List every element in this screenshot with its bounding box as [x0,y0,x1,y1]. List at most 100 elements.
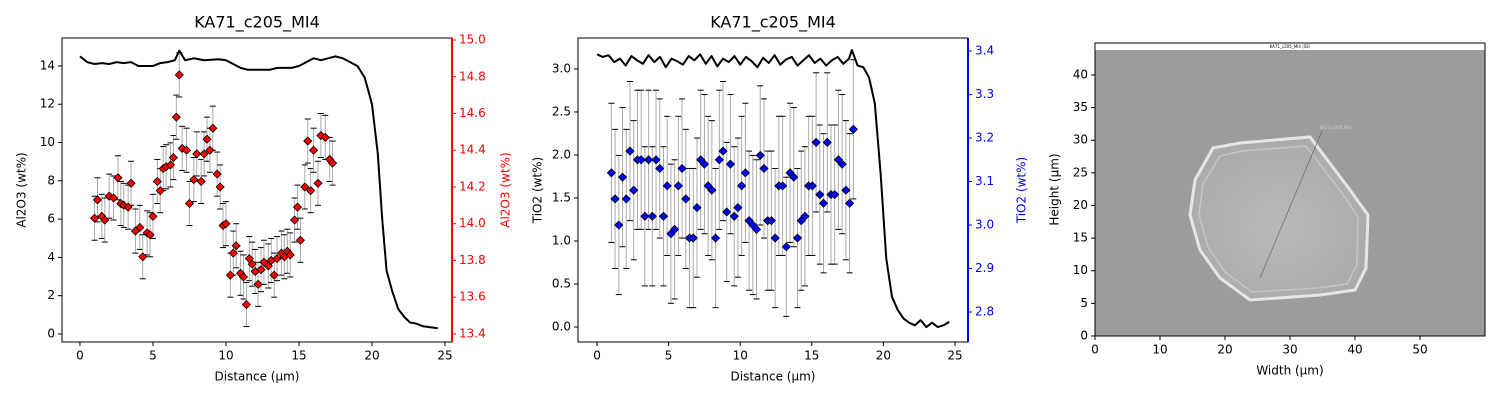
y2-axis-label: Al2O3 (wt%) [499,152,513,227]
profile-line [596,49,950,329]
x-tick-label: 0 [76,349,84,363]
data-point [841,185,851,195]
data-point [231,241,241,251]
data-point [725,159,736,169]
data-point [171,112,181,122]
data-point [629,185,639,195]
data-point [196,176,206,187]
x-tick-label: 5 [665,349,673,363]
data-point [610,194,620,204]
x-tick-label: 30 [1282,343,1297,357]
data-point [205,145,215,155]
data-point [320,132,330,142]
y-tick-label: 10 [1073,263,1088,277]
data-point [733,203,743,213]
y-tick-label: 25 [1073,165,1088,179]
data-point [123,202,133,212]
data-point [830,190,840,200]
data-point [303,136,313,146]
y-tick-label: 20 [1073,198,1088,212]
data-point [800,211,810,221]
y2-tick-label: 14.2 [459,179,486,193]
y-tick-label: 40 [1073,67,1088,81]
data-point [89,213,100,223]
x-tick-label: 50 [1412,343,1427,357]
y-tick-label: 3.0 [552,61,571,75]
data-point [285,250,295,260]
x-tick-label: 25 [437,349,452,363]
data-point [225,270,235,280]
y-tick-label: 8 [47,173,55,187]
y-tick-label: 0.0 [552,320,571,334]
data-point [148,211,158,221]
data-point [707,185,717,195]
data-point [658,211,669,221]
data-point [247,259,257,269]
x-tick-label: 40 [1347,343,1362,357]
y-tick-label: 6 [47,212,55,226]
data-point [807,181,817,191]
data-point [792,233,803,243]
data-point [113,173,123,183]
y-tick-label: 12 [40,97,55,111]
y2-tick-label: 3.1 [975,174,994,188]
y2-tick-label: 14.4 [459,143,486,157]
data-point [718,146,728,156]
y2-tick-label: 14.6 [459,106,486,120]
chart-title: KA71_c205_MI4 [710,13,836,33]
y2-tick-label: 2.8 [975,304,994,318]
x-axis-label: Width (µm) [1256,364,1323,378]
data-point [238,272,249,282]
data-point [138,252,148,262]
data-point [181,145,192,155]
y-tick-label: 15 [1073,231,1088,245]
y2-axis-label: TiO2 (wt%) [1015,157,1029,224]
data-point [253,279,263,289]
scan-line [1259,130,1323,279]
data-point [152,176,162,187]
data-point [295,235,306,245]
data-point [636,155,646,165]
grain [1188,135,1370,302]
y-tick-label: 10 [40,135,55,149]
y2-tick-label: 2.9 [975,261,994,275]
data-point [292,202,303,212]
y-tick-label: 0 [1080,329,1088,343]
y-tick-label: 14 [40,58,55,72]
data-point [241,299,251,310]
data-point [269,270,279,280]
data-point [606,168,616,178]
data-point [662,181,672,191]
x-tick-label: 10 [733,349,748,363]
y2-tick-label: 3.2 [975,131,994,145]
data-point [189,175,199,185]
data-point [621,194,631,204]
y-axis-label: Al2O3 (wt%) [15,152,29,227]
data-point [221,219,231,229]
y2-tick-label: 3.0 [975,218,994,232]
data-point [815,190,825,200]
data-point [135,222,145,232]
data-point [789,172,799,182]
data-point [215,182,225,192]
data-point [766,216,776,226]
data-point [202,134,212,144]
y-axis-label: Height (µm) [1048,153,1062,225]
sem-image: KA71_c205_MI4 (SE) KA71_c205_MI4 [1095,43,1485,336]
image-header [1095,43,1485,50]
data-point [759,163,769,174]
data-point [256,265,266,275]
data-point [651,155,661,165]
y2-tick-label: 15.0 [459,33,486,47]
y2-tick-label: 13.4 [459,326,486,340]
y2-tick-label: 3.3 [975,87,994,101]
x-tick-label: 20 [1217,343,1232,357]
x-tick-label: 15 [291,349,306,363]
data-point [100,215,110,225]
y-tick-label: 1.5 [552,191,571,205]
data-point [168,153,178,163]
data-point [165,160,176,170]
x-tick-label: 0 [1091,343,1099,357]
data-point [781,242,791,252]
x-tick-label: 0 [593,349,601,363]
